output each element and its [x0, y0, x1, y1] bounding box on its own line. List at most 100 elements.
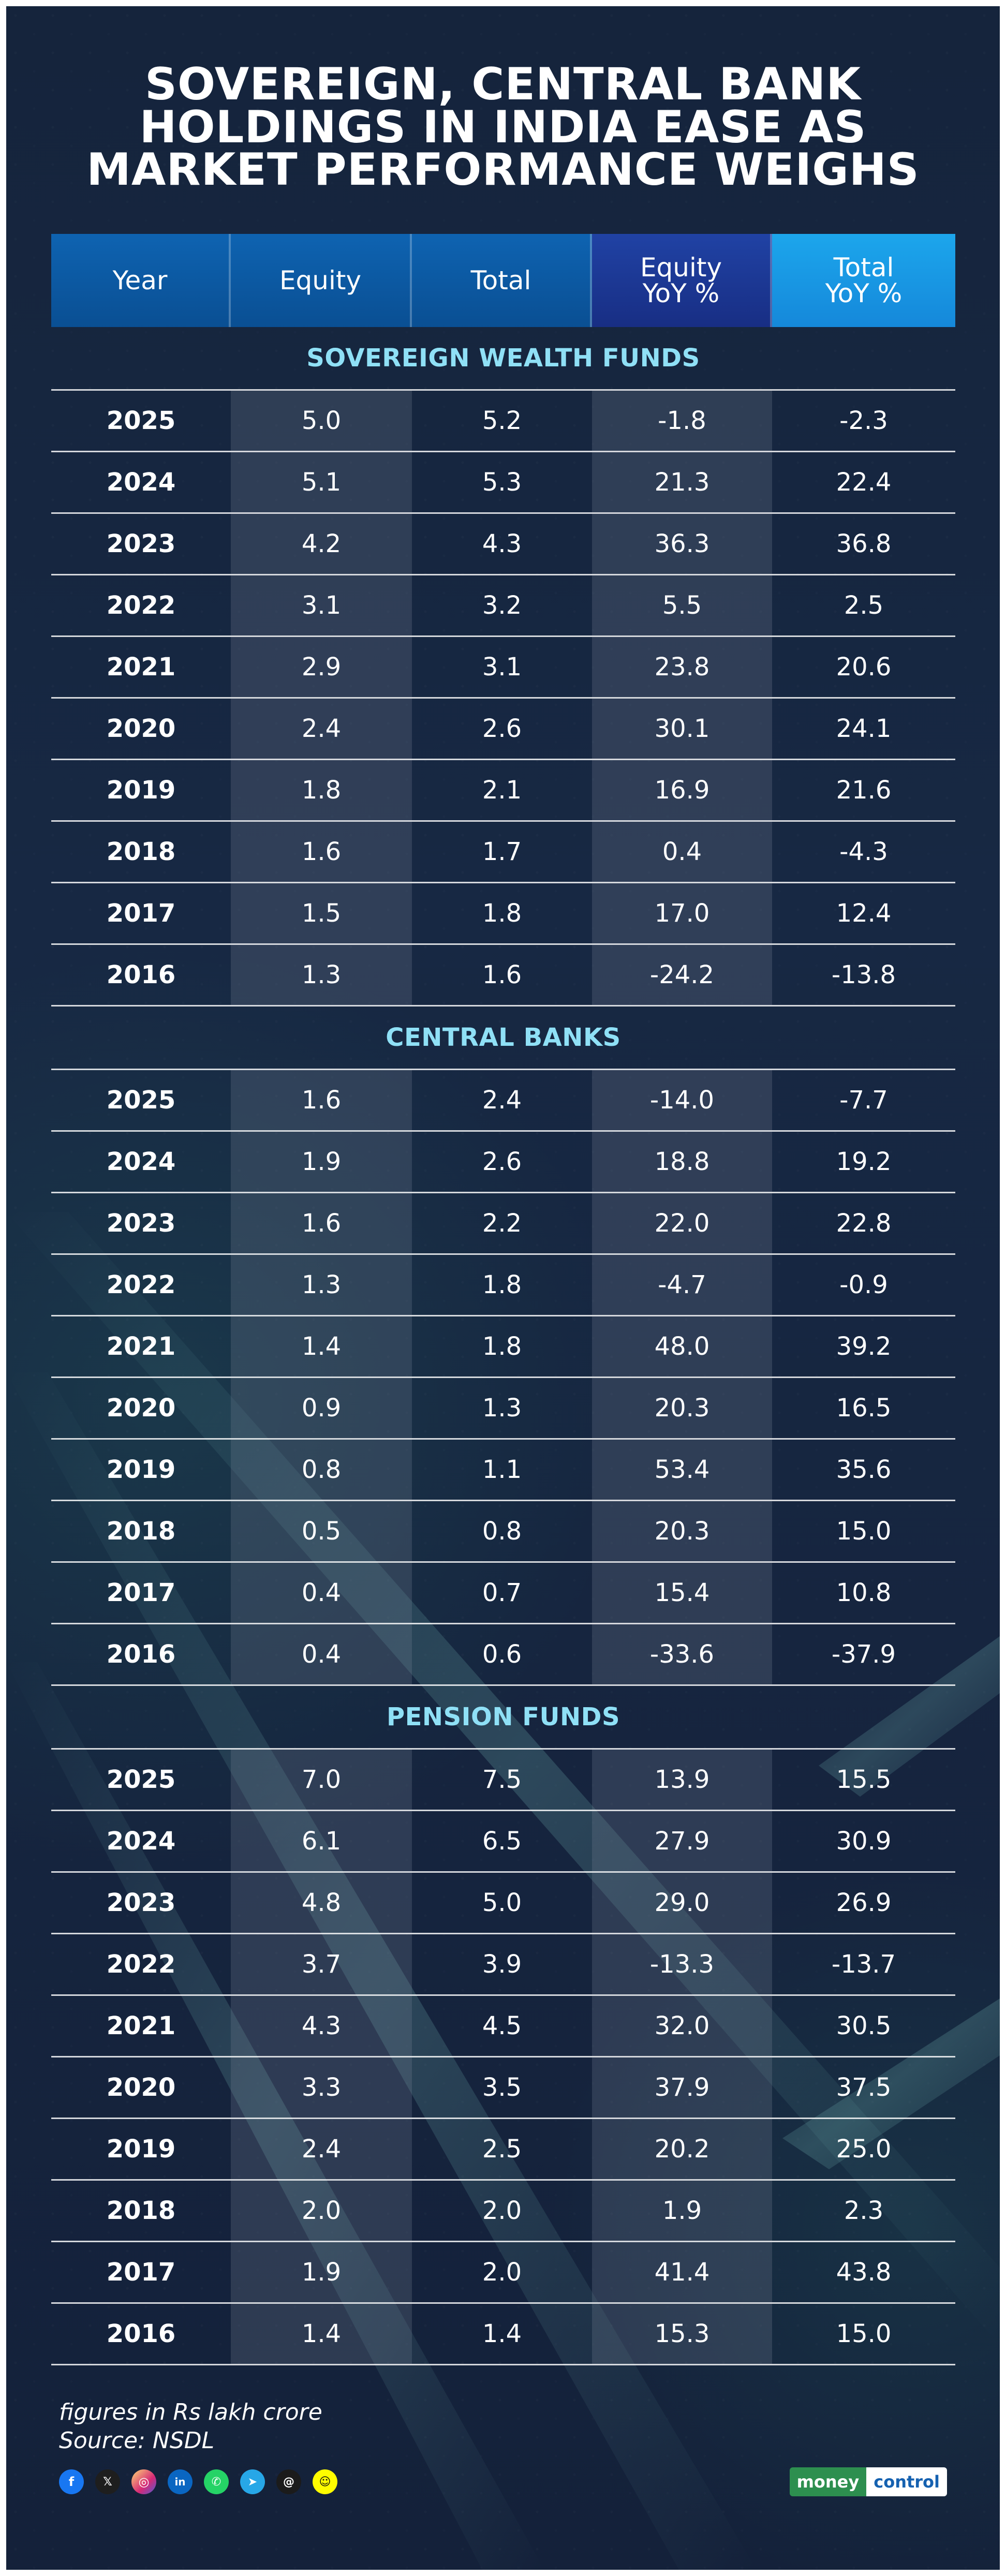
table-row: 2021 1.4 1.8 48.0 39.2 — [51, 1316, 955, 1378]
year-cell: 2019 — [106, 776, 176, 805]
section-title: CENTRAL BANKS — [51, 1006, 955, 1070]
equity-yoy-cell: -24.2 — [592, 945, 772, 1005]
total-cell: 3.9 — [482, 1950, 522, 1979]
total-cell: 2.2 — [482, 1209, 522, 1238]
equity-cell: 4.2 — [231, 514, 412, 574]
equity-cell: 1.6 — [231, 1070, 412, 1130]
total-yoy-cell: 36.8 — [836, 529, 892, 558]
equity-yoy-cell: 1.9 — [592, 2181, 772, 2241]
total-yoy-cell: 10.8 — [836, 1578, 892, 1607]
table-row: 2017 1.5 1.8 17.0 12.4 — [51, 883, 955, 945]
equity-yoy-cell: 20.2 — [592, 2119, 772, 2179]
total-yoy-cell: -0.9 — [839, 1270, 888, 1299]
table-row: 2025 1.6 2.4 -14.0 -7.7 — [51, 1070, 955, 1132]
equity-yoy-cell: 41.4 — [592, 2242, 772, 2302]
total-yoy-cell: 26.9 — [836, 1888, 892, 1917]
equity-yoy-cell: 36.3 — [592, 514, 772, 574]
equity-cell: 0.4 — [231, 1563, 412, 1623]
total-yoy-cell: 22.4 — [836, 468, 892, 497]
total-cell: 0.7 — [482, 1578, 522, 1607]
threads-icon: @ — [276, 2469, 301, 2494]
total-yoy-cell: 2.5 — [844, 591, 884, 620]
source-note: Source: NSDL — [59, 2427, 215, 2454]
total-cell: 4.3 — [482, 529, 522, 558]
total-cell: 3.5 — [482, 2073, 522, 2102]
equity-yoy-cell: -33.6 — [592, 1624, 772, 1684]
total-yoy-cell: -4.3 — [839, 837, 888, 866]
facebook-icon: f — [59, 2469, 84, 2494]
table-row: 2025 5.0 5.2 -1.8 -2.3 — [51, 391, 955, 452]
total-yoy-cell: 2.3 — [844, 2196, 884, 2225]
year-cell: 2022 — [106, 1270, 176, 1299]
total-yoy-cell: 30.5 — [836, 2011, 892, 2040]
logo-part-control: control — [866, 2467, 947, 2496]
equity-yoy-cell: 27.9 — [592, 1811, 772, 1871]
total-yoy-cell: -13.8 — [831, 960, 896, 989]
section-title: SOVEREIGN WEALTH FUNDS — [51, 327, 955, 391]
total-yoy-cell: 30.9 — [836, 1827, 892, 1856]
table-row: 2022 3.7 3.9 -13.3 -13.7 — [51, 1934, 955, 1996]
equity-cell: 1.3 — [231, 1255, 412, 1315]
year-cell: 2021 — [106, 2011, 176, 2040]
equity-cell: 0.5 — [231, 1501, 412, 1561]
total-cell: 5.0 — [482, 1888, 522, 1917]
total-cell: 5.2 — [482, 406, 522, 435]
table-row: 2020 3.3 3.5 37.9 37.5 — [51, 2057, 955, 2119]
total-cell: 3.1 — [482, 653, 522, 682]
equity-yoy-cell: 5.5 — [592, 575, 772, 635]
year-cell: 2020 — [106, 1394, 176, 1423]
year-cell: 2025 — [106, 406, 176, 435]
equity-cell: 3.3 — [231, 2057, 412, 2118]
total-yoy-cell: 20.6 — [836, 653, 892, 682]
table-row: 2024 1.9 2.6 18.8 19.2 — [51, 1132, 955, 1193]
equity-cell: 2.9 — [231, 637, 412, 697]
total-yoy-cell: 22.8 — [836, 1209, 892, 1238]
equity-cell: 1.9 — [231, 2242, 412, 2302]
total-cell: 1.6 — [482, 960, 522, 989]
equity-yoy-cell: 0.4 — [592, 822, 772, 882]
year-cell: 2017 — [106, 1578, 176, 1607]
total-cell: 2.0 — [482, 2196, 522, 2225]
equity-yoy-cell: 15.4 — [592, 1563, 772, 1623]
table-row: 2023 4.2 4.3 36.3 36.8 — [51, 514, 955, 575]
equity-cell: 3.7 — [231, 1934, 412, 1994]
equity-yoy-cell: 37.9 — [592, 2057, 772, 2118]
table-body: SOVEREIGN WEALTH FUNDS 2025 5.0 5.2 -1.8 -2.3… — [51, 327, 955, 2365]
table-header: Year Equity Total Equity YoY % Total YoY % — [51, 234, 955, 327]
column-header-1: Year — [51, 234, 231, 327]
equity-yoy-cell: 15.3 — [592, 2304, 772, 2364]
table-row: 2019 0.8 1.1 53.4 35.6 — [51, 1440, 955, 1501]
telegram-icon: ➤ — [240, 2469, 265, 2494]
column-header-4: Equity YoY % — [592, 234, 772, 327]
table-row: 2024 5.1 5.3 21.3 22.4 — [51, 452, 955, 514]
infographic-canvas: SOVEREIGN, CENTRAL BANK HOLDINGS IN INDI… — [6, 6, 1000, 2570]
total-cell: 4.5 — [482, 2011, 522, 2040]
table-row: 2024 6.1 6.5 27.9 30.9 — [51, 1811, 955, 1873]
total-cell: 7.5 — [482, 1765, 522, 1794]
equity-yoy-cell: 32.0 — [592, 1996, 772, 2056]
year-cell: 2017 — [106, 899, 176, 928]
year-cell: 2019 — [106, 2135, 176, 2164]
table-row: 2017 0.4 0.7 15.4 10.8 — [51, 1563, 955, 1624]
table-row: 2016 1.3 1.6 -24.2 -13.8 — [51, 945, 955, 1006]
total-yoy-cell: 39.2 — [836, 1332, 892, 1361]
total-yoy-cell: 24.1 — [836, 714, 892, 743]
total-cell: 0.6 — [482, 1640, 522, 1669]
equity-cell: 6.1 — [231, 1811, 412, 1871]
total-cell: 3.2 — [482, 591, 522, 620]
equity-cell: 2.4 — [231, 699, 412, 759]
moneycontrol-logo: money control — [789, 2467, 947, 2496]
total-cell: 5.3 — [482, 468, 522, 497]
total-yoy-cell: 16.5 — [836, 1394, 892, 1423]
social-icons: f 𝕏 ◎ in ✆ ➤ @ ☺ — [59, 2469, 337, 2494]
total-yoy-cell: 12.4 — [836, 899, 892, 928]
year-cell: 2023 — [106, 1888, 176, 1917]
total-yoy-cell: 15.5 — [836, 1765, 892, 1794]
total-yoy-cell: -37.9 — [831, 1640, 896, 1669]
instagram-icon: ◎ — [131, 2469, 156, 2494]
year-cell: 2016 — [106, 1640, 176, 1669]
year-cell: 2022 — [106, 1950, 176, 1979]
total-cell: 1.8 — [482, 1332, 522, 1361]
year-cell: 2020 — [106, 2073, 176, 2102]
total-yoy-cell: 25.0 — [836, 2135, 892, 2164]
